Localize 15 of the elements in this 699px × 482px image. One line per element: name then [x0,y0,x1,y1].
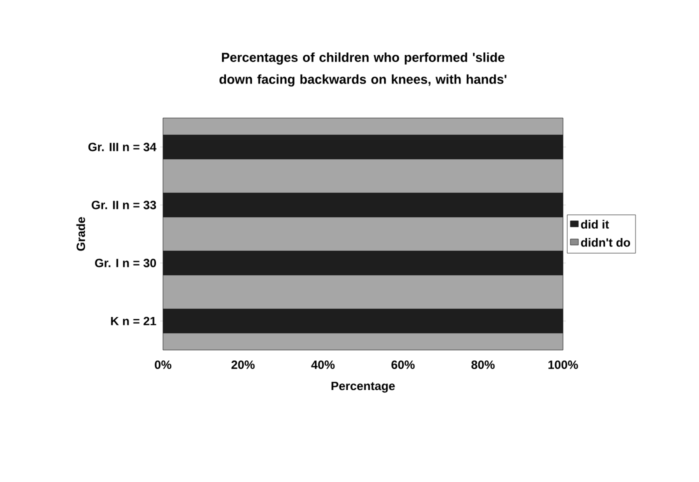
y-axis-title: Grade [76,217,86,251]
y-tick-label: Gr. II n = 33 [92,200,156,210]
y-tick-label: Gr. I n = 30 [95,258,156,268]
legend-label: didn't do [581,238,630,247]
x-axis-title: Percentage [332,382,395,393]
y-tick-label: Gr. III n = 34 [88,142,156,152]
x-tick-label: 80% [471,360,495,369]
y-tick-label: K n = 21 [111,316,156,326]
legend-label: did it [581,220,609,229]
chart-title: Percentages of children who performed 'slide down facing backwards on knees, with hands' [220,52,506,87]
x-tick-label: 0% [154,360,172,369]
x-tick-label: 40% [311,360,335,369]
x-tick-label: 20% [231,360,255,369]
x-tick-label: 100% [548,360,578,369]
x-tick-label: 60% [391,360,415,369]
